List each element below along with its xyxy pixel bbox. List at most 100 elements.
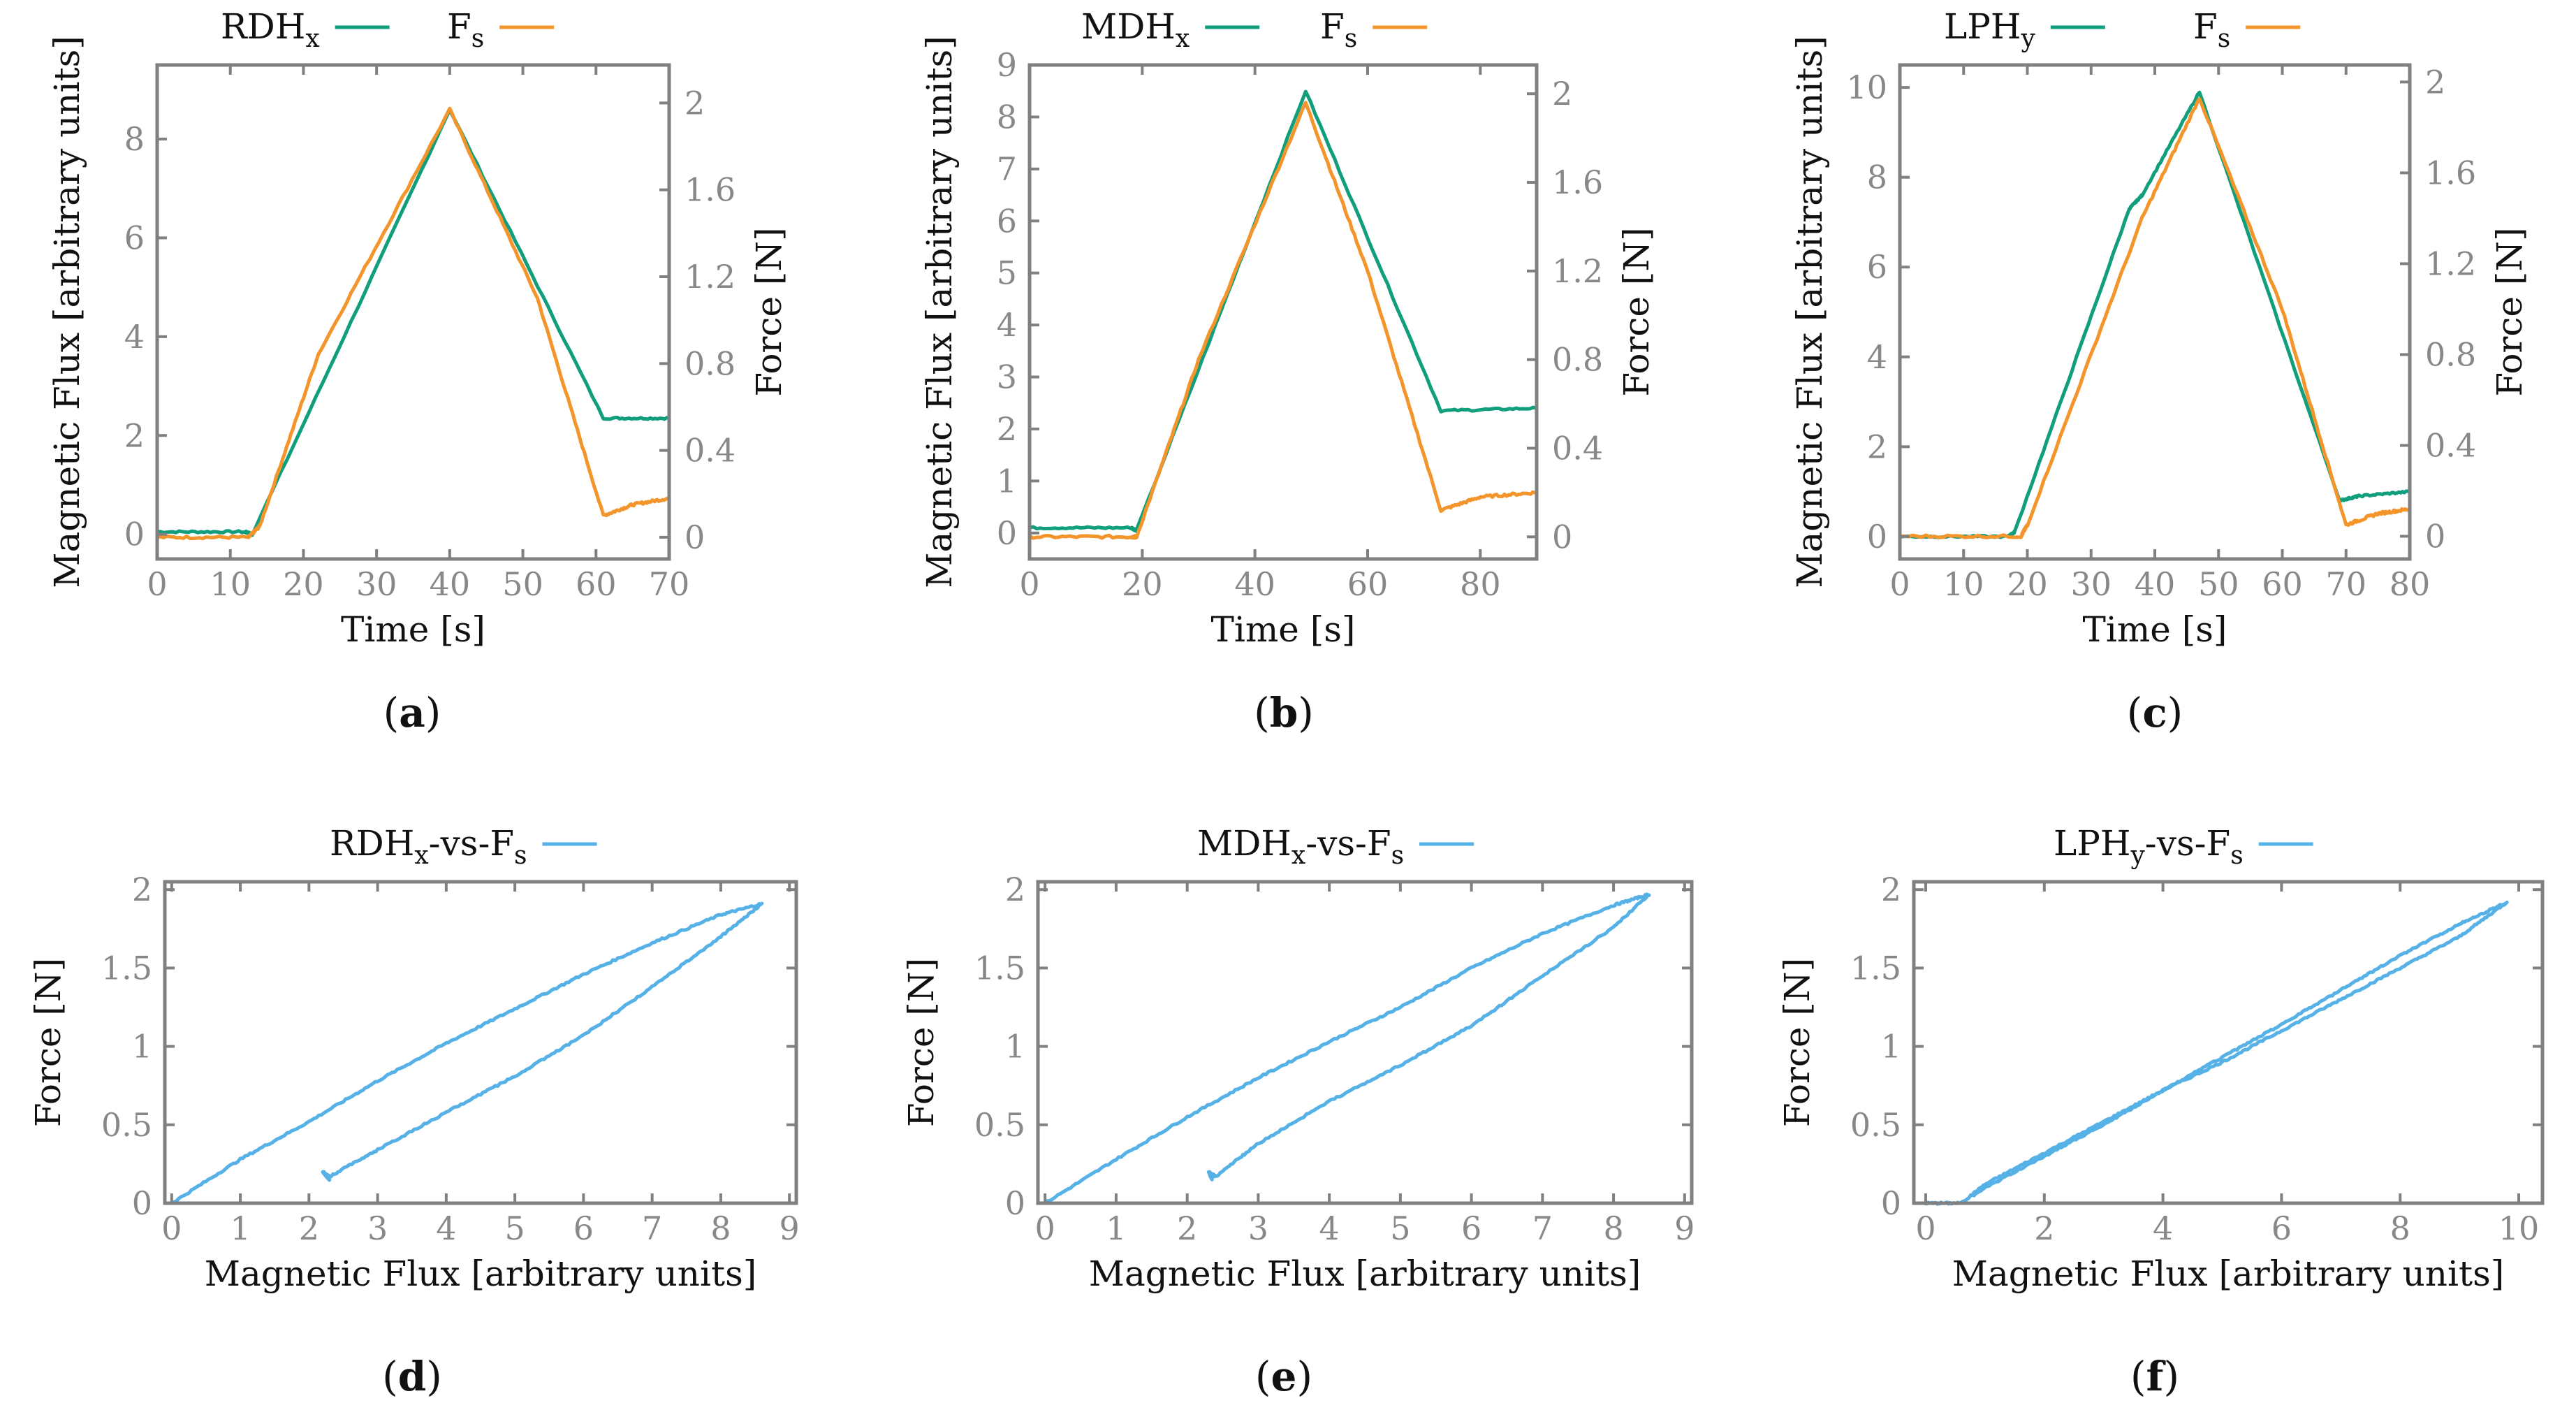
panel-caption: (a) bbox=[383, 689, 441, 736]
legend: RDHx-vs-Fs bbox=[330, 823, 597, 870]
legend: LPHy Fs bbox=[1944, 6, 2301, 53]
x-tick-label: 10 bbox=[1943, 565, 1984, 603]
y2-tick-label: 0.8 bbox=[2425, 335, 2476, 373]
y-tick-label: 8 bbox=[124, 120, 145, 158]
y2-tick-label: 1.2 bbox=[685, 258, 736, 296]
x-tick-label: 2 bbox=[1177, 1209, 1197, 1247]
x-tick-label: 80 bbox=[2390, 565, 2431, 603]
x-axis-label: Magnetic Flux [arbitrary units] bbox=[1952, 1254, 2504, 1294]
y-axis-label: Force [N] bbox=[28, 958, 68, 1127]
chart-panel-c: 0 10 20 30 40 50 60 70 80 0 2 4 6 8 10 0 0.4 0.8 1.2 1.6 2 Ti… bbox=[1790, 6, 2530, 736]
legend-label: RDHx bbox=[221, 6, 320, 53]
x-axis-label: Time [s] bbox=[341, 609, 485, 650]
y-tick-label: 4 bbox=[124, 318, 145, 356]
y2-tick-label: 0.8 bbox=[685, 344, 736, 382]
x-tick-label: 6 bbox=[2271, 1209, 2292, 1247]
series-line-MDHx bbox=[1027, 89, 1539, 533]
legend-label: Fs bbox=[1320, 6, 1357, 53]
plot-frame bbox=[1027, 63, 1539, 561]
series-line-Fs bbox=[1898, 97, 2412, 539]
x-tick-label: 7 bbox=[1532, 1209, 1553, 1247]
series-line-MDHx-vs-Fs bbox=[1043, 892, 1651, 1205]
x-tick-label: 10 bbox=[2498, 1209, 2540, 1247]
series-group bbox=[1924, 901, 2509, 1206]
panel-caption: (e) bbox=[1255, 1353, 1312, 1400]
series-group bbox=[1898, 90, 2412, 539]
y-axis-label: Magnetic Flux [arbitrary units] bbox=[47, 36, 87, 588]
x-tick-label: 50 bbox=[502, 565, 543, 603]
chart-panel-b: 0 20 40 60 80 0 1 2 3 4 5 6 7 8 9 0 0.4 0.8 1.2 1.6 2 Time [s… bbox=[919, 6, 1657, 736]
x-tick-label: 5 bbox=[1390, 1209, 1410, 1247]
x-tick-label: 40 bbox=[430, 565, 471, 603]
y-tick-label: 2 bbox=[132, 871, 152, 908]
y-tick-label: 2 bbox=[997, 410, 1017, 448]
y-tick-label: 6 bbox=[124, 219, 145, 256]
series-line-RDHx-vs-Fs bbox=[170, 901, 764, 1205]
y-tick-label: 0 bbox=[997, 514, 1017, 552]
y-tick-label: 0 bbox=[132, 1184, 152, 1222]
x-tick-label: 40 bbox=[1234, 565, 1275, 603]
x-tick-label: 0 bbox=[1035, 1209, 1055, 1247]
plot-frame bbox=[155, 63, 671, 561]
x-tick-label: 5 bbox=[504, 1209, 525, 1247]
x-tick-label: 30 bbox=[2070, 565, 2112, 603]
chart-panel-e: 0 1 2 3 4 5 6 7 8 9 0 0.5 1 1.5 2 Magnetic Flux [arbitr… bbox=[901, 823, 1695, 1400]
x-tick-label: 0 bbox=[1889, 565, 1910, 603]
x-tick-label: 6 bbox=[1461, 1209, 1481, 1247]
y-tick-label: 3 bbox=[997, 358, 1017, 396]
y-tick-label: 4 bbox=[1867, 338, 1887, 376]
y2-tick-label: 0.4 bbox=[685, 432, 736, 470]
series-line-Fs bbox=[1027, 101, 1539, 540]
y-tick-label: 1 bbox=[132, 1028, 152, 1066]
legend-label: LPHy bbox=[1944, 6, 2035, 53]
x-tick-label: 4 bbox=[1319, 1209, 1339, 1247]
x-tick-label: 8 bbox=[710, 1209, 731, 1247]
y2-axis-label: Force [N] bbox=[2489, 227, 2530, 396]
panel-caption: (d) bbox=[382, 1353, 442, 1400]
y-tick-label: 9 bbox=[997, 46, 1017, 84]
x-tick-label: 30 bbox=[356, 565, 397, 603]
x-tick-label: 0 bbox=[161, 1209, 182, 1247]
x-tick-label: 1 bbox=[230, 1209, 250, 1247]
x-tick-label: 9 bbox=[1674, 1209, 1695, 1247]
y2-tick-label: 1.2 bbox=[1552, 252, 1603, 290]
y2-tick-label: 0 bbox=[2425, 517, 2445, 555]
y2-tick-label: 2 bbox=[685, 84, 705, 122]
y-tick-label: 1 bbox=[1005, 1028, 1025, 1066]
x-tick-label: 20 bbox=[283, 565, 324, 603]
x-axis-label: Time [s] bbox=[1211, 609, 1356, 650]
x-tick-label: 4 bbox=[2153, 1209, 2173, 1247]
y-tick-label: 6 bbox=[1867, 248, 1887, 286]
panel-caption: (b) bbox=[1254, 689, 1314, 736]
y-tick-label: 0 bbox=[124, 516, 145, 553]
y-tick-label: 2 bbox=[1881, 871, 1901, 908]
y-tick-label: 1 bbox=[1881, 1028, 1901, 1066]
series-group bbox=[1027, 89, 1539, 540]
panel-caption: (f) bbox=[2130, 1353, 2179, 1400]
x-tick-label: 2 bbox=[2034, 1209, 2054, 1247]
x-tick-label: 20 bbox=[1122, 565, 1163, 603]
legend-label: Fs bbox=[2193, 6, 2230, 53]
x-tick-label: 70 bbox=[2325, 565, 2366, 603]
plot-frame bbox=[163, 880, 798, 1205]
x-tick-label: 50 bbox=[2198, 565, 2239, 603]
x-tick-label: 7 bbox=[642, 1209, 662, 1247]
x-tick-label: 3 bbox=[1248, 1209, 1268, 1247]
y-axis-label: Force [N] bbox=[1777, 958, 1817, 1127]
y-tick-label: 1.5 bbox=[1850, 949, 1901, 987]
plot-frame bbox=[1036, 880, 1694, 1205]
y-tick-label: 2 bbox=[1005, 871, 1025, 908]
x-tick-label: 9 bbox=[780, 1209, 800, 1247]
y-tick-label: 6 bbox=[997, 202, 1017, 240]
legend: MDHx-vs-Fs bbox=[1197, 823, 1474, 870]
x-tick-label: 0 bbox=[1019, 565, 1039, 603]
y-tick-label: 10 bbox=[1846, 68, 1887, 106]
y2-tick-label: 1.6 bbox=[2425, 154, 2476, 191]
panel-caption: (c) bbox=[2127, 689, 2183, 736]
series-line-RDHx bbox=[155, 108, 671, 537]
y-tick-label: 1.5 bbox=[974, 949, 1025, 987]
y2-axis-label: Force [N] bbox=[749, 227, 789, 396]
x-tick-label: 0 bbox=[1915, 1209, 1935, 1247]
x-tick-label: 8 bbox=[2390, 1209, 2410, 1247]
